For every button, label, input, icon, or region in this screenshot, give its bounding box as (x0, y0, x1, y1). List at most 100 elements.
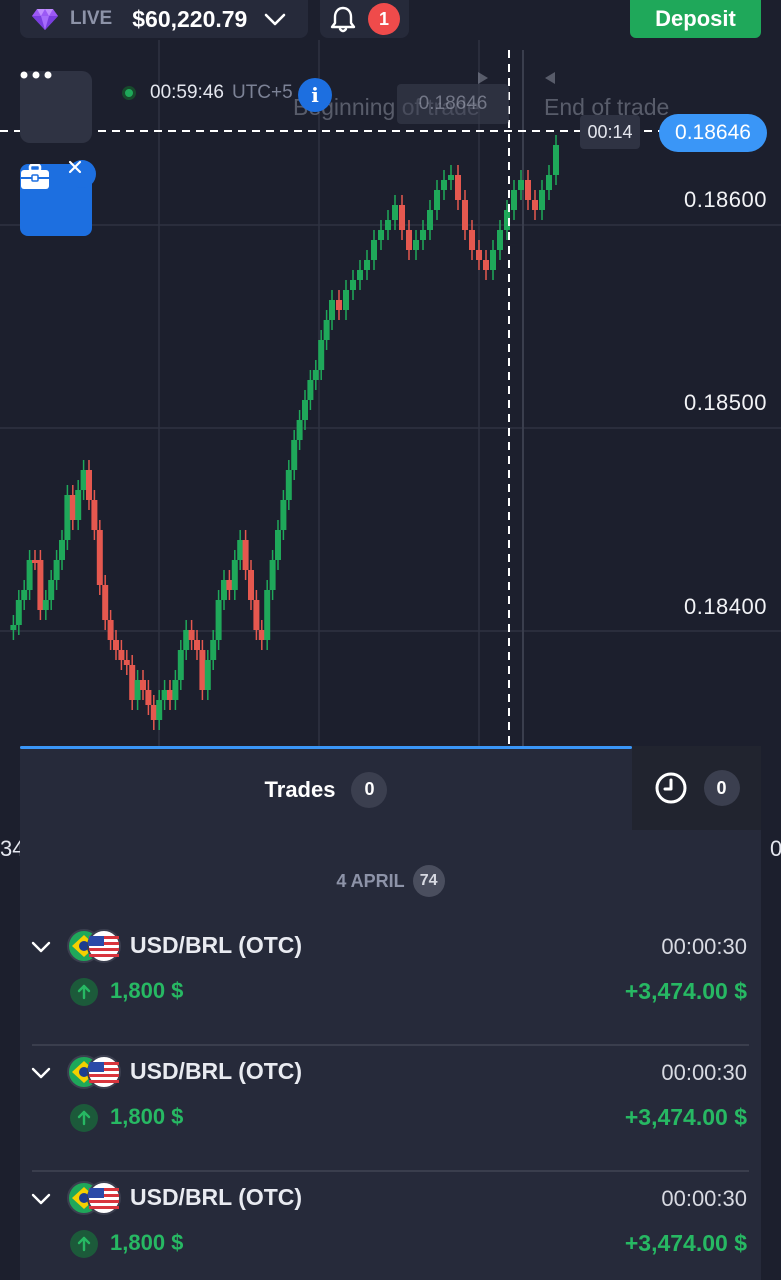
candle-body (113, 640, 119, 650)
candle-body (448, 175, 454, 180)
candle-body (10, 625, 17, 630)
trade-duration: 00:00:30 (661, 1060, 747, 1085)
date-count-badge: 74 (412, 865, 445, 897)
arrow-up-icon (70, 978, 98, 1006)
candle-body (280, 500, 287, 530)
candle-body (399, 205, 405, 230)
candle-body (172, 680, 179, 700)
candle-body (336, 300, 342, 310)
trade-stake: 1,800 $ (110, 978, 184, 1003)
candle-body (15, 600, 22, 625)
ghost-price-tag: 0.18646 (397, 84, 509, 124)
candle-body (188, 630, 195, 640)
candle-body (210, 640, 217, 660)
candle-body (258, 630, 265, 640)
trade-row[interactable]: USD/BRL (OTC) 00:00:30 1,800 $ +3,474.00… (20, 1172, 761, 1280)
candle-body (161, 690, 168, 700)
candle-body (483, 260, 489, 270)
chevron-down-icon[interactable] (30, 936, 52, 958)
price-chart[interactable]: Beginning of trade End of trade 0.18646 … (0, 40, 781, 750)
candle-body (80, 470, 87, 490)
brazil-usa-flags-icon (67, 929, 121, 963)
chevron-down-icon[interactable] (263, 7, 287, 31)
candle-body (350, 280, 356, 290)
candle-body (420, 230, 426, 240)
countdown-tag: 00:14 (580, 115, 640, 149)
candle-body (497, 230, 503, 250)
candle-body (518, 180, 524, 190)
notifications-button[interactable]: 1 (320, 0, 409, 38)
candle-body (86, 470, 92, 500)
candle-body (118, 650, 125, 660)
candle-body (69, 495, 76, 520)
asset-name: USD/BRL (OTC) (130, 1058, 303, 1084)
candle-body (167, 690, 173, 700)
candle-body (183, 630, 190, 650)
candle-body (226, 580, 233, 590)
candle-body (413, 240, 419, 250)
chevron-down-icon[interactable] (30, 1188, 52, 1210)
brazil-usa-flags-icon (67, 1055, 121, 1089)
account-selector[interactable]: LIVE $60,220.79 (20, 0, 308, 38)
trade-duration: 00:00:30 (661, 934, 747, 959)
candle-body (134, 680, 141, 700)
candle-body (140, 680, 146, 690)
trade-row[interactable]: USD/BRL (OTC) 00:00:30 1,800 $ +3,474.00… (20, 920, 761, 1046)
candle-body (343, 290, 349, 310)
trade-payout: +3,474.00 $ (624, 978, 747, 1004)
row-divider (32, 1170, 749, 1172)
candle-body (42, 600, 49, 610)
candle-body (204, 660, 211, 690)
deposit-button[interactable]: Deposit (630, 0, 761, 38)
chevron-down-icon[interactable] (30, 1062, 52, 1084)
trade-row[interactable]: USD/BRL (OTC) 00:00:30 1,800 $ +3,474.00… (20, 1046, 761, 1172)
candle-body (150, 705, 157, 720)
diamond-icon (32, 9, 58, 30)
candle-body (307, 380, 314, 400)
candle-body (455, 175, 461, 200)
ellipsis-icon (20, 71, 52, 79)
candle-body (156, 700, 163, 720)
beginning-marker-icon (478, 72, 488, 84)
candle-body (91, 500, 98, 530)
trade-duration: 00:00:30 (661, 1186, 747, 1211)
more-options-button[interactable] (20, 71, 92, 143)
panel-tabs: Trades 0 0 (20, 746, 761, 830)
candle-body (285, 470, 292, 500)
price-level-label: 0.18600 (683, 187, 767, 212)
row-divider (32, 1044, 749, 1046)
bell-icon (330, 6, 356, 33)
candle-body (504, 210, 510, 230)
candle-body (242, 540, 249, 570)
candle-body (59, 540, 65, 560)
notification-count-badge: 1 (368, 3, 400, 35)
candle-body (378, 230, 384, 240)
candle-body (199, 650, 206, 690)
candle-body (123, 660, 130, 665)
tab-pending[interactable]: 0 (632, 746, 761, 830)
tab-trades[interactable]: Trades 0 (20, 749, 632, 830)
clock-timezone: UTC+5 (231, 82, 293, 103)
candle-body (177, 650, 184, 680)
candle-body (64, 495, 71, 540)
current-price-tag: 0.18646 (659, 114, 767, 152)
info-icon[interactable]: i (298, 78, 332, 112)
candle-body (32, 560, 38, 563)
pending-count-badge: 0 (703, 770, 740, 806)
candle-body (221, 580, 227, 600)
candlestick-chart (0, 40, 781, 750)
candle-body (385, 220, 391, 230)
close-icon[interactable] (68, 160, 96, 188)
time-axis-label: 0 (770, 836, 781, 861)
asset-name: USD/BRL (OTC) (130, 1184, 303, 1210)
trade-payout: +3,474.00 $ (624, 1230, 747, 1256)
candle-body (248, 570, 254, 600)
candle-body (269, 560, 276, 590)
candle-body (364, 260, 370, 270)
candle-body (53, 560, 60, 580)
candle-body (37, 560, 44, 610)
candle-body (107, 620, 114, 640)
candle-body (357, 270, 363, 280)
candle-body (75, 490, 82, 520)
candle-body (490, 250, 496, 270)
